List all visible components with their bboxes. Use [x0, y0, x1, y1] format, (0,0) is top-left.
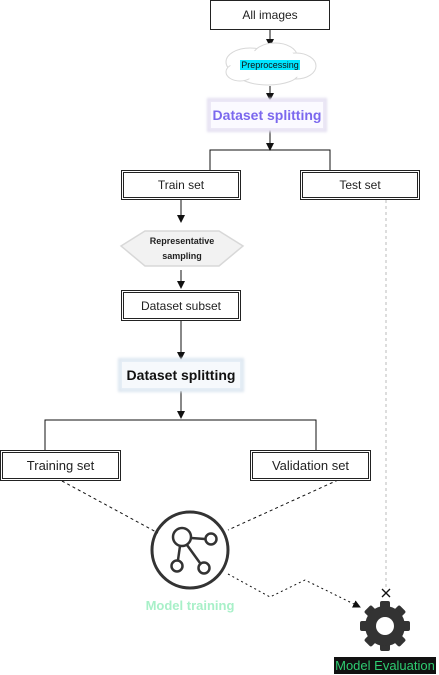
x-marker-icon [381, 588, 391, 598]
dataset-subset-label: Dataset subset [140, 298, 222, 313]
preprocessing-label: Preprocessing [240, 60, 300, 70]
validation-set-label: Validation set [271, 458, 350, 473]
dataset-splitting-label-1: Dataset splitting [212, 107, 322, 123]
model-evaluation-label: Model Evaluation [334, 656, 436, 674]
representative-sampling-shape [119, 230, 245, 267]
test-set-label: Test set [339, 178, 381, 192]
representative-sampling-node[interactable]: Representative sampling [128, 231, 236, 266]
representative-label: Representative [149, 235, 215, 246]
branch-bracket-1 [209, 149, 331, 170]
preprocessing-node[interactable]: Preprocessing [226, 58, 314, 72]
dataset-subset-node[interactable]: Dataset subset [121, 290, 241, 321]
training-set-node[interactable]: Training set [0, 450, 121, 481]
train-set-label: Train set [157, 178, 205, 192]
model-training-label-box: Model training [120, 596, 260, 614]
dataset-splitting-node-1[interactable]: Dataset splitting [208, 99, 326, 131]
dashed-links [61, 479, 339, 534]
model-training-network-icon [150, 510, 230, 590]
test-set-node[interactable]: Test set [300, 170, 420, 200]
dataset-splitting-label-2: Dataset splitting [126, 367, 236, 383]
training-set-label: Training set [26, 458, 95, 473]
connectors [44, 30, 331, 450]
model-evaluation-gear-icon [360, 601, 410, 651]
all-images-node[interactable]: All images [210, 0, 330, 30]
validation-set-node[interactable]: Validation set [250, 450, 371, 481]
edge-validation-to-model [227, 479, 339, 531]
model-evaluation-label-box: Model Evaluation [331, 656, 439, 674]
train-set-node[interactable]: Train set [121, 170, 241, 200]
sampling-label: sampling [162, 250, 202, 261]
model-training-label: Model training [145, 597, 235, 613]
all-images-label: All images [242, 8, 298, 22]
branch-bracket-2 [44, 419, 317, 450]
edge-training-to-model [61, 480, 159, 534]
dataset-splitting-node-2[interactable]: Dataset splitting [119, 359, 243, 391]
